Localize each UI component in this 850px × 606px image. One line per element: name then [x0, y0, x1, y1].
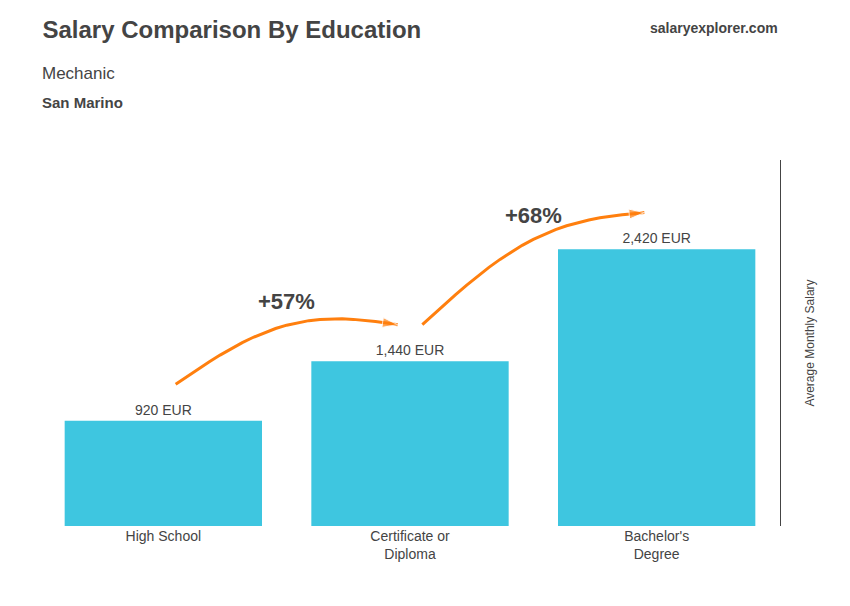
- svg-text:+57%: +57%: [258, 289, 315, 314]
- svg-text:Mechanic: Mechanic: [42, 64, 115, 83]
- svg-text:2,420 EUR: 2,420 EUR: [622, 230, 690, 246]
- svg-text:San Marino: San Marino: [42, 94, 123, 111]
- svg-text:+68%: +68%: [505, 203, 562, 228]
- svg-text:High School: High School: [126, 528, 202, 544]
- svg-text:Certificate orDiploma: Certificate orDiploma: [370, 528, 450, 562]
- svg-text:salaryexplorer.com: salaryexplorer.com: [650, 20, 778, 36]
- svg-text:Average Monthly Salary: Average Monthly Salary: [803, 279, 817, 406]
- svg-text:920 EUR: 920 EUR: [135, 402, 192, 418]
- svg-text:Bachelor'sDegree: Bachelor'sDegree: [624, 528, 689, 562]
- svg-text:1,440 EUR: 1,440 EUR: [376, 342, 444, 358]
- svg-text:Salary Comparison By Education: Salary Comparison By Education: [43, 16, 422, 43]
